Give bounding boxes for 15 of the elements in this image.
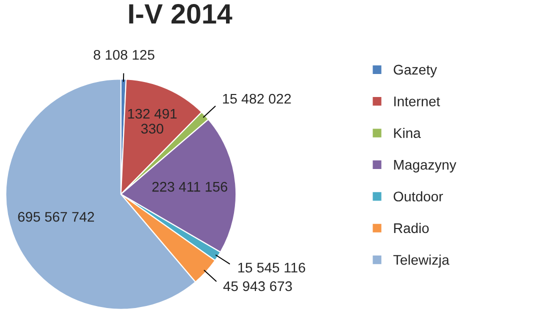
- data-label: 8 108 125: [94, 50, 154, 60]
- data-label: 695 567 742: [18, 212, 94, 222]
- legend-label: Internet: [394, 96, 440, 106]
- legend-label: Telewizja: [393, 254, 450, 268]
- data-label: 132 491 330: [128, 108, 177, 134]
- legend-label: Outdoor: [394, 191, 443, 202]
- legend-label: Kina: [394, 128, 421, 138]
- data-label: 223 411 156: [152, 182, 228, 192]
- chart-title: I-V 2014: [129, 4, 232, 24]
- legend-label: Gazety: [394, 64, 438, 78]
- legend-label: Magazyny: [394, 160, 456, 172]
- legend-label: Radio: [394, 222, 429, 234]
- data-label: 15 482 022: [223, 94, 291, 104]
- data-label: 45 943 673: [223, 281, 292, 292]
- data-label: 15 545 116: [238, 262, 306, 273]
